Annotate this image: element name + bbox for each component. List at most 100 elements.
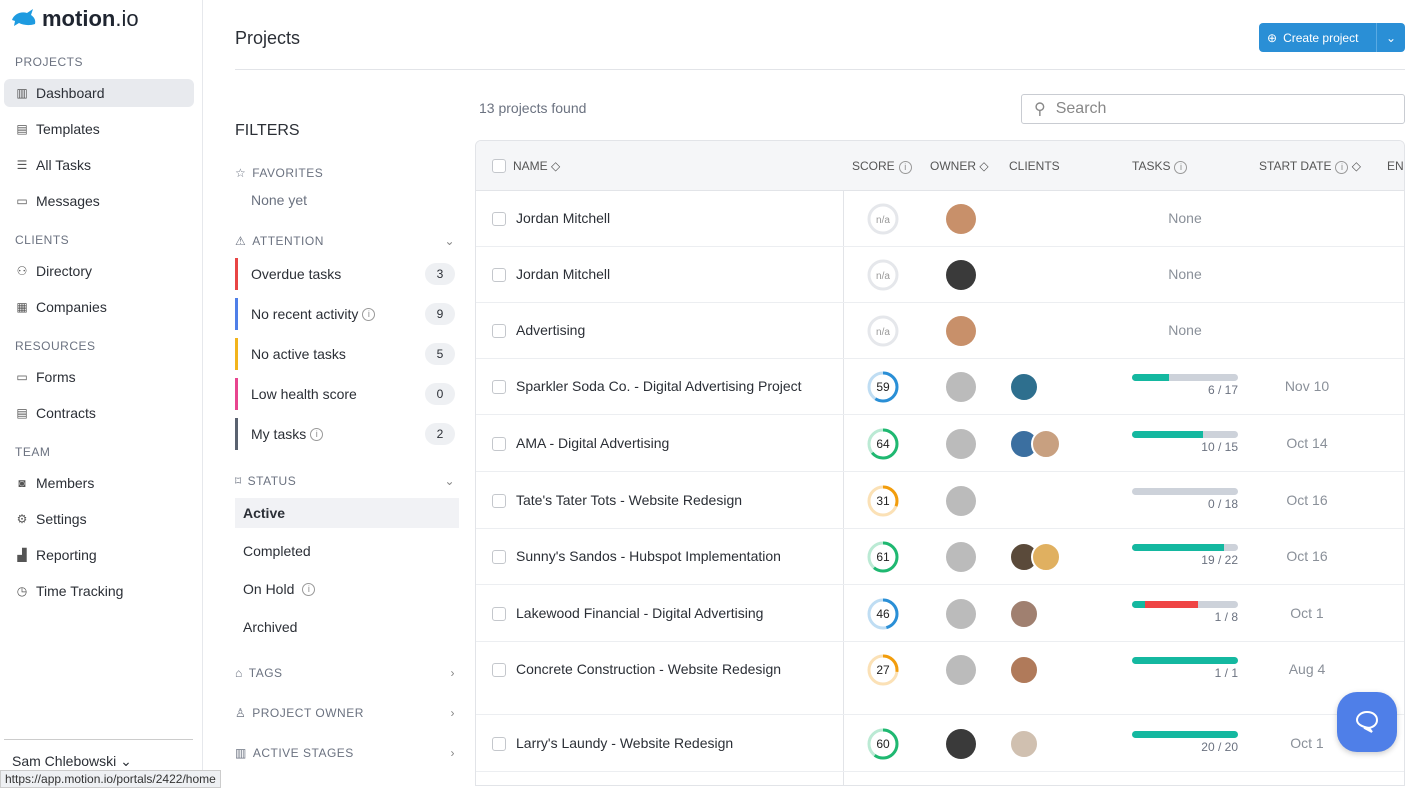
sidebar-item-dashboard[interactable]: ▥ Dashboard [4,79,194,107]
attention-header[interactable]: ⚠ ATTENTION ⌄ [235,234,455,248]
score-ring: 61 [867,541,899,573]
active-stages-filter[interactable]: ▥ ACTIVE STAGES › [235,746,455,760]
attention-filter-item[interactable]: Overdue tasks 3 [235,258,455,290]
logo-suffix: .io [115,6,139,31]
project-name[interactable]: Tate's Tater Tots - Website Redesign [516,491,743,508]
tasks-none: None [1168,266,1202,282]
row-checkbox[interactable] [492,493,506,508]
project-owner-filter[interactable]: ♙ PROJECT OWNER › [235,706,455,720]
owner-avatar[interactable] [946,542,976,572]
row-checkbox[interactable] [492,736,506,751]
attention-label: No active tasks [251,346,346,362]
client-avatar[interactable] [1031,428,1061,459]
project-name[interactable]: Larry's Laundy - Website Redesign [516,734,734,751]
project-name[interactable]: Concrete Construction - Website Redesign [516,661,782,677]
search-input[interactable]: ⚲ Search [1021,94,1405,124]
project-name[interactable]: Sparkler Soda Co. - Digital Advertising … [516,378,802,394]
sidebar-item-reporting[interactable]: ▟ Reporting [4,541,194,569]
status-filter-item[interactable]: Completed [235,536,459,566]
owner-avatar[interactable] [946,204,976,234]
chevron-right-icon: › [450,706,455,720]
row-checkbox[interactable] [492,606,506,621]
user-menu[interactable]: Sam Chlebowski ⌄ [4,739,193,783]
task-progress-bar [1132,487,1238,495]
start-date: Oct 14 [1286,434,1328,451]
attention-filter-item[interactable]: No recent activity i 9 [235,298,455,330]
sidebar-item-templates[interactable]: ▤ Templates [4,115,194,143]
project-name[interactable]: Lakewood Financial - Digital Advertising [516,604,764,621]
list-icon: ☰ [16,158,28,172]
logo[interactable]: motion.io [10,6,139,32]
sidebar-item-directory[interactable]: ⚇ Directory [4,257,194,285]
owner-avatar[interactable] [946,260,976,290]
sidebar-item-members[interactable]: ◙ Members [4,469,194,497]
start-date: Oct 16 [1286,491,1328,508]
table-row[interactable]: Tate's Tater Tots - Website Redesign 31 … [476,472,1404,529]
row-checkbox[interactable] [492,550,506,564]
table-row[interactable]: Concrete Construction - Website Redesign… [476,642,1404,715]
project-name[interactable]: Sunny's Sandos - Hubspot Implementation [516,548,781,564]
sidebar: motion.io PROJECTS ▥ Dashboard ▤ Templates ☰ A… [0,0,203,786]
chat-button[interactable] [1337,692,1397,752]
status-filter-item[interactable]: Archived [235,612,459,642]
table-row[interactable]: Sparkler Soda Co. - Digital Advertising … [476,359,1404,415]
client-avatar[interactable] [1031,542,1061,572]
task-progress-bar [1132,544,1238,551]
client-avatar[interactable] [1009,655,1039,685]
sidebar-item-forms[interactable]: ▭ Forms [4,363,194,391]
col-owner[interactable]: OWNER ◇ [930,159,989,173]
col-end-date[interactable]: ENI [1387,159,1404,173]
select-all-checkbox[interactable] [492,159,506,173]
client-avatar[interactable] [1009,598,1039,629]
info-icon: i [362,307,376,321]
table-row[interactable]: Larry's Laundy - Website Redesign 60 20 … [476,715,1404,772]
attention-filter-item[interactable]: Low health score 0 [235,378,455,410]
attention-filter-item[interactable]: My tasks i 2 [235,418,455,450]
sidebar-item-companies[interactable]: ▦ Companies [4,293,194,321]
row-checkbox[interactable] [492,212,506,226]
owner-avatar[interactable] [946,598,976,629]
sidebar-item-all-tasks[interactable]: ☰ All Tasks [4,151,194,179]
status-filter-item[interactable]: On Hold i [235,574,459,604]
owner-avatar[interactable] [946,428,976,459]
table-row[interactable]: Jordan Mitchell n/a None [476,247,1404,303]
client-avatar[interactable] [1009,728,1039,759]
table-row[interactable]: Advertising n/a None [476,303,1404,359]
status-header[interactable]: ⌑ STATUS ⌄ [235,474,455,488]
owner-avatar[interactable] [946,728,976,759]
row-checkbox[interactable] [492,268,506,282]
create-project-button[interactable]: ⊕ Create project ⌄ [1259,23,1405,52]
row-checkbox[interactable] [492,324,506,338]
client-avatar[interactable] [1009,372,1039,402]
table-row[interactable]: Jordan Mitchell n/a None [476,191,1404,247]
row-checkbox[interactable] [492,436,506,451]
table-row[interactable]: Sunny's Sandos - Hubspot Implementation … [476,529,1404,585]
create-project-main[interactable]: ⊕ Create project [1259,31,1376,45]
project-name[interactable]: Advertising [516,322,586,338]
owner-avatar[interactable] [946,655,976,685]
row-checkbox[interactable] [492,663,506,677]
table-row[interactable]: AMA - Digital Advertising 64 10 / 15 Oct… [476,415,1404,472]
row-checkbox[interactable] [492,380,506,394]
project-name[interactable]: Jordan Mitchell [516,210,611,226]
document-icon: ▤ [16,406,28,420]
project-name[interactable]: Jordan Mitchell [516,266,611,282]
project-name[interactable]: AMA - Digital Advertising [516,434,670,451]
owner-avatar[interactable] [946,485,976,516]
sidebar-item-time-tracking[interactable]: ◷ Time Tracking [4,577,194,605]
col-start-date[interactable]: START DATE i ◇ [1259,159,1362,174]
col-name[interactable]: NAME ◇ [513,159,561,173]
sidebar-item-contracts[interactable]: ▤ Contracts [4,399,194,427]
table-row[interactable]: Lakewood Financial - Digital Advertising… [476,585,1404,642]
count-badge: 2 [425,423,455,445]
attention-filter-item[interactable]: No active tasks 5 [235,338,455,370]
sidebar-item-messages[interactable]: ▭ Messages [4,187,194,215]
sidebar-item-settings[interactable]: ⚙ Settings [4,505,194,533]
owner-avatar[interactable] [946,316,976,346]
status-item-label: Active [243,505,286,521]
create-dropdown-chevron-icon[interactable]: ⌄ [1376,23,1405,52]
status-filter-item[interactable]: Active [235,498,459,528]
tags-filter[interactable]: ⌂ TAGS › [235,666,455,680]
owner-avatar[interactable] [946,372,976,402]
tasks-none: None [1168,210,1202,226]
